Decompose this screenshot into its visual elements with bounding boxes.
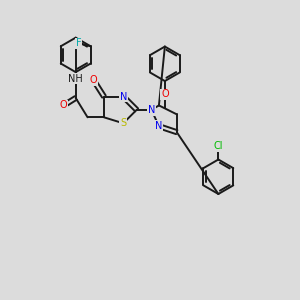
Text: O: O [161,89,169,99]
Text: Cl: Cl [214,141,223,151]
Text: N: N [120,92,127,101]
Text: O: O [60,100,68,110]
Text: NH: NH [68,74,83,84]
Text: F: F [76,38,82,48]
Text: S: S [120,118,126,128]
Text: N: N [155,121,163,131]
Text: O: O [90,75,97,85]
Text: N: N [148,105,155,115]
